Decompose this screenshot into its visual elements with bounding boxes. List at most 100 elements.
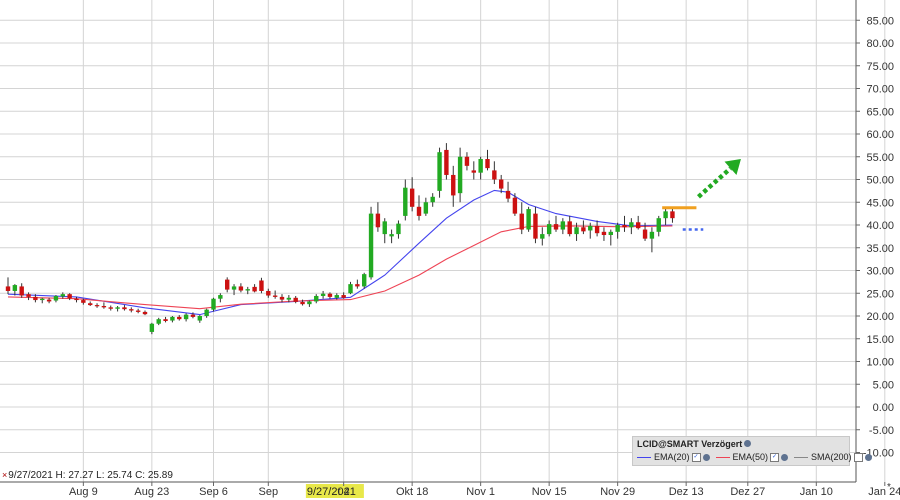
legend-row: EMA(20) ✓ EMA(50) ✓ SMA(200) (637, 452, 878, 462)
candle (204, 308, 209, 318)
candle (451, 165, 456, 207)
candle-body (430, 196, 435, 203)
candle (437, 147, 442, 198)
x-tick-highlight (305, 484, 364, 498)
candle-body (307, 301, 312, 305)
x-tick-label: Dez 13 (669, 486, 704, 498)
x-tick-label: Sep 6 (199, 486, 228, 498)
y-tick-label: 25.00 (866, 288, 894, 300)
candle (197, 315, 202, 323)
candle-body (183, 314, 189, 320)
gear-icon[interactable] (744, 440, 752, 447)
annotations (662, 159, 741, 231)
candle (12, 284, 18, 296)
x-tick-label: Okt 18 (396, 486, 428, 498)
candle (129, 307, 134, 313)
candle (355, 279, 360, 289)
y-tick-label: 50.00 (866, 175, 894, 187)
candle (108, 305, 113, 311)
candle-body (594, 225, 600, 234)
candle (307, 300, 312, 307)
candle (430, 193, 435, 207)
candle (499, 174, 504, 194)
candle-body (190, 314, 196, 317)
candle (348, 281, 353, 295)
info-close: 25.89 (147, 470, 173, 481)
candle (272, 290, 278, 299)
x-tick-label: Jan 10 (800, 486, 833, 498)
candle-body (12, 285, 18, 291)
candle (588, 222, 593, 239)
candle-body (320, 293, 326, 296)
candle (649, 227, 655, 253)
candle (74, 296, 79, 303)
candle (403, 179, 408, 221)
candle-body (156, 319, 161, 324)
candle (368, 206, 374, 280)
candle (663, 206, 668, 225)
candle-body (94, 305, 100, 307)
checkbox-icon[interactable] (853, 452, 863, 462)
grid-lines (0, 0, 886, 482)
candle-body (560, 221, 566, 230)
legend-swatch-sma200 (794, 456, 809, 458)
candle-body (457, 156, 463, 194)
info-low-label: L: (96, 470, 105, 481)
y-tick-label: 40.00 (866, 220, 894, 232)
candle-body (218, 295, 223, 299)
candle-body (505, 190, 511, 199)
candle-body (656, 218, 661, 232)
candle-body (293, 297, 298, 302)
gear-icon[interactable] (864, 453, 872, 461)
legend: LCID@SMART Verzögert EMA(20) ✓ EMA(50) ✓… (632, 436, 872, 466)
candle (149, 322, 155, 335)
candle (225, 277, 230, 293)
candle (211, 297, 216, 312)
y-tick-label: 80.00 (866, 38, 894, 50)
candle-body (170, 316, 175, 321)
candle (183, 313, 189, 322)
candle (636, 215, 641, 230)
candle (26, 292, 31, 301)
candle (300, 299, 305, 306)
candle-body (108, 307, 113, 309)
candle-body (588, 225, 593, 231)
y-tick-label: 55.00 (866, 152, 894, 164)
axes (0, 0, 857, 483)
candle-body (485, 159, 490, 169)
candle-body (300, 301, 305, 305)
candle (5, 277, 11, 295)
candle-body (259, 280, 264, 291)
checkbox-icon[interactable]: ✓ (770, 452, 780, 462)
candle (375, 202, 381, 232)
candle (286, 295, 292, 303)
y-tick-label: 65.00 (866, 106, 894, 118)
indicator-ema20 (7, 189, 673, 316)
candle-body (533, 213, 538, 239)
candle-body (231, 286, 237, 290)
candle-body (437, 152, 442, 191)
candle (135, 308, 141, 314)
candle-body (204, 309, 209, 316)
candle-body (46, 299, 52, 302)
candle-body (636, 222, 641, 229)
x-tick-label: Nov 1 (466, 486, 495, 498)
candle (423, 197, 429, 216)
gear-icon[interactable] (781, 453, 789, 461)
gear-icon[interactable] (702, 453, 710, 461)
candles (5, 143, 675, 335)
candle (327, 292, 333, 299)
legend-swatch-ema20 (637, 456, 651, 458)
candle-body (149, 323, 155, 332)
candle-body (60, 294, 65, 297)
candle-body (26, 294, 31, 297)
y-tick-label: 20.00 (866, 311, 894, 323)
candle-body (512, 197, 518, 214)
checkbox-icon[interactable]: ✓ (691, 452, 701, 462)
candle-body (115, 307, 120, 309)
candle (170, 316, 175, 323)
candle (533, 206, 538, 244)
candle (142, 310, 148, 316)
candle-body (355, 284, 360, 287)
candle (314, 294, 319, 304)
